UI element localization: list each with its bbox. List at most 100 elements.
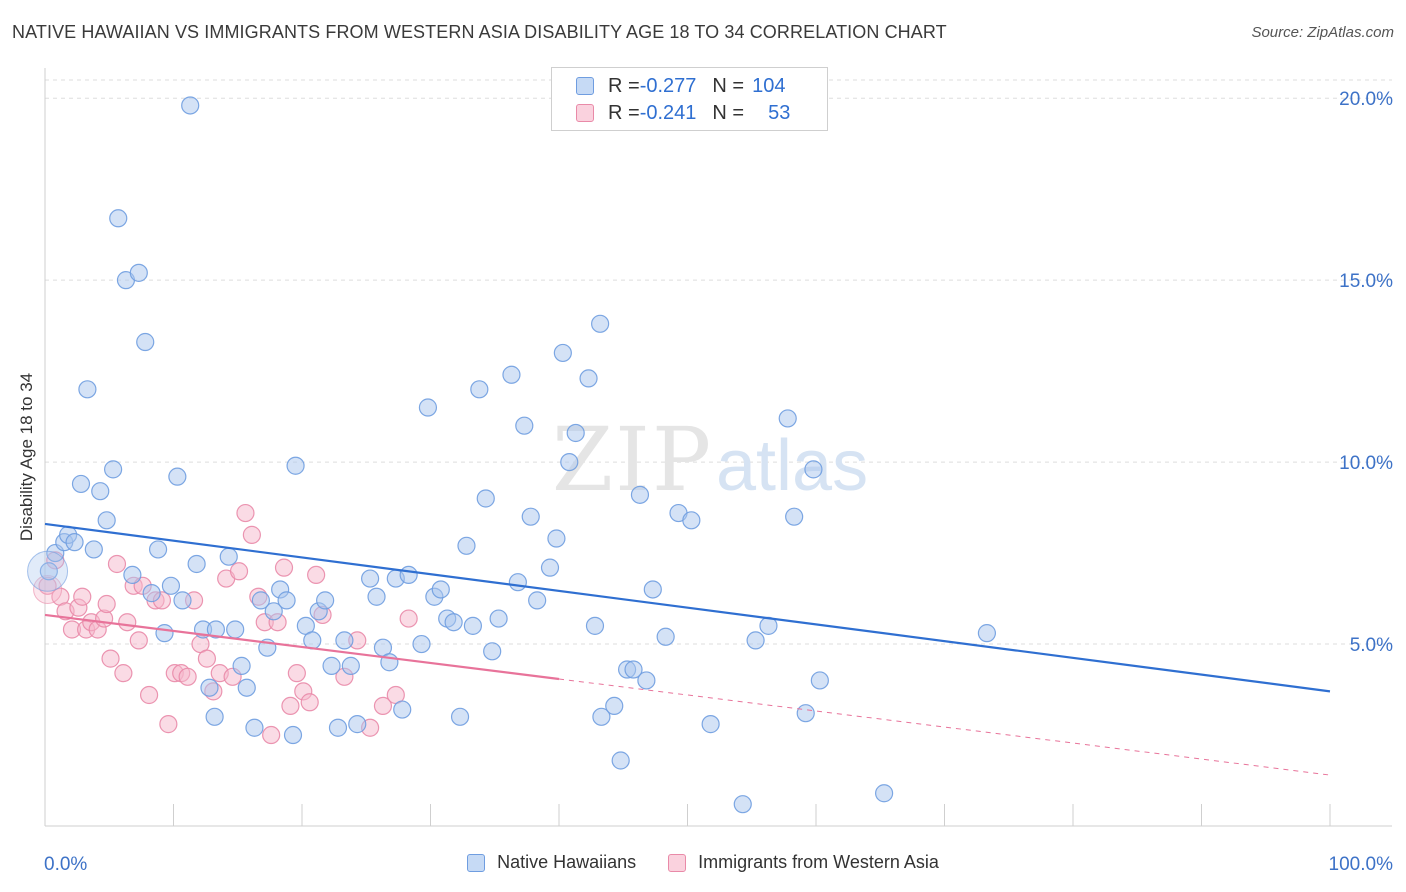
blue-point — [39, 562, 58, 581]
blue-point — [521, 507, 540, 526]
pink-point — [229, 562, 249, 581]
blue-point — [226, 620, 245, 639]
blue-point — [283, 725, 303, 745]
blue-swatch — [576, 77, 594, 95]
blue-point — [251, 591, 270, 610]
blue-point — [412, 634, 431, 654]
blue-point — [65, 533, 84, 552]
stats-row-western-asia: R = -0.241 N = 53 — [576, 100, 790, 126]
watermark: ZIP atlas — [552, 408, 868, 511]
blue-point — [637, 671, 656, 690]
blue-point — [78, 380, 97, 399]
blue-point — [399, 565, 418, 585]
tick-labels: 5.0% 10.0% 15.0% 20.0% 0.0% 100.0% — [44, 89, 1393, 875]
y-axis-label: Disability Age 18 to 34 — [17, 372, 36, 542]
blue-point — [104, 460, 123, 479]
pink-point — [262, 725, 281, 745]
blue-point — [303, 631, 322, 650]
blue-point — [142, 584, 161, 603]
r-label: R = — [608, 74, 640, 97]
blue-point — [181, 96, 200, 115]
blue-point — [592, 707, 611, 726]
blue-point — [316, 591, 335, 610]
pink-point — [300, 693, 319, 712]
blue-point — [450, 707, 470, 726]
blue-point — [245, 718, 264, 737]
blue-point — [489, 609, 508, 628]
pink-point — [197, 649, 217, 668]
blue-point — [161, 576, 181, 595]
blue-point — [643, 580, 662, 599]
n-value: 104 — [752, 74, 786, 97]
blue-point — [348, 715, 367, 734]
blue-point — [237, 678, 256, 697]
r-value: -0.241 — [639, 101, 697, 124]
blue-point — [457, 536, 476, 555]
pink-point — [178, 667, 197, 686]
pink-swatch — [576, 104, 594, 122]
legend-item-western-asia: Immigrants from Western Asia — [668, 852, 939, 873]
blue-point — [393, 700, 412, 719]
blue-point — [746, 631, 765, 650]
x-tick-label: 100.0% — [1329, 854, 1394, 875]
pink-point — [97, 594, 116, 614]
blue-point — [605, 696, 624, 716]
blue-point — [200, 678, 219, 697]
n-label: N = — [712, 101, 745, 124]
pink-point — [101, 649, 120, 668]
stats-legend: R = -0.277 N = 104 R = -0.241 N = 53 — [551, 67, 828, 131]
blue-point — [173, 591, 192, 610]
blue-point — [264, 602, 283, 621]
blue-point — [97, 511, 116, 530]
blue-point — [483, 642, 502, 661]
blue-point — [508, 573, 527, 592]
legend-item-native-hawaiians: Native Hawaiians — [467, 852, 636, 873]
y-tick-label: 10.0% — [1339, 453, 1393, 474]
pink-point — [139, 685, 159, 705]
legend-label: Immigrants from Western Asia — [698, 852, 939, 872]
blue-point — [277, 591, 296, 610]
blue-point — [418, 398, 438, 417]
pink-point — [373, 696, 393, 716]
pink-swatch — [668, 853, 687, 872]
r-label: R = — [608, 101, 640, 124]
blue-point — [367, 587, 386, 606]
stats-row-native-hawaiians: R = -0.277 N = 104 — [576, 73, 785, 99]
blue-point — [335, 631, 354, 650]
blue-point — [540, 558, 560, 577]
blue-point — [630, 485, 650, 504]
blue-point — [431, 580, 450, 599]
blue-point — [611, 751, 630, 770]
blue-point — [476, 489, 495, 508]
blue-point — [977, 624, 997, 643]
blue-point — [84, 540, 103, 559]
blue-point — [463, 616, 483, 635]
blue-point — [109, 209, 128, 228]
pink-point — [107, 554, 127, 574]
blue-point — [328, 718, 348, 737]
gridlines — [45, 79, 1392, 645]
watermark-atlas: atlas — [716, 426, 868, 506]
blue-point — [810, 671, 829, 690]
blue-point — [624, 660, 643, 679]
blue-point — [129, 263, 148, 282]
blue-point — [502, 365, 521, 384]
blue-point — [875, 784, 894, 803]
blue-point — [123, 565, 142, 585]
blue-point — [560, 452, 579, 472]
blue-point — [585, 616, 605, 635]
blue-point — [168, 467, 187, 486]
blue-point — [785, 507, 804, 526]
x-tick-label: 0.0% — [44, 854, 87, 875]
blue-point — [444, 613, 463, 632]
r-value: -0.277 — [639, 74, 697, 97]
blue-point — [136, 332, 155, 352]
pink-point — [281, 696, 300, 716]
blue-point — [187, 554, 206, 574]
pink-point — [236, 503, 255, 523]
pink-point — [274, 558, 294, 577]
blue-point — [341, 656, 360, 675]
blue-point — [148, 540, 168, 559]
pink-point — [159, 715, 178, 734]
blue-point — [733, 795, 752, 814]
